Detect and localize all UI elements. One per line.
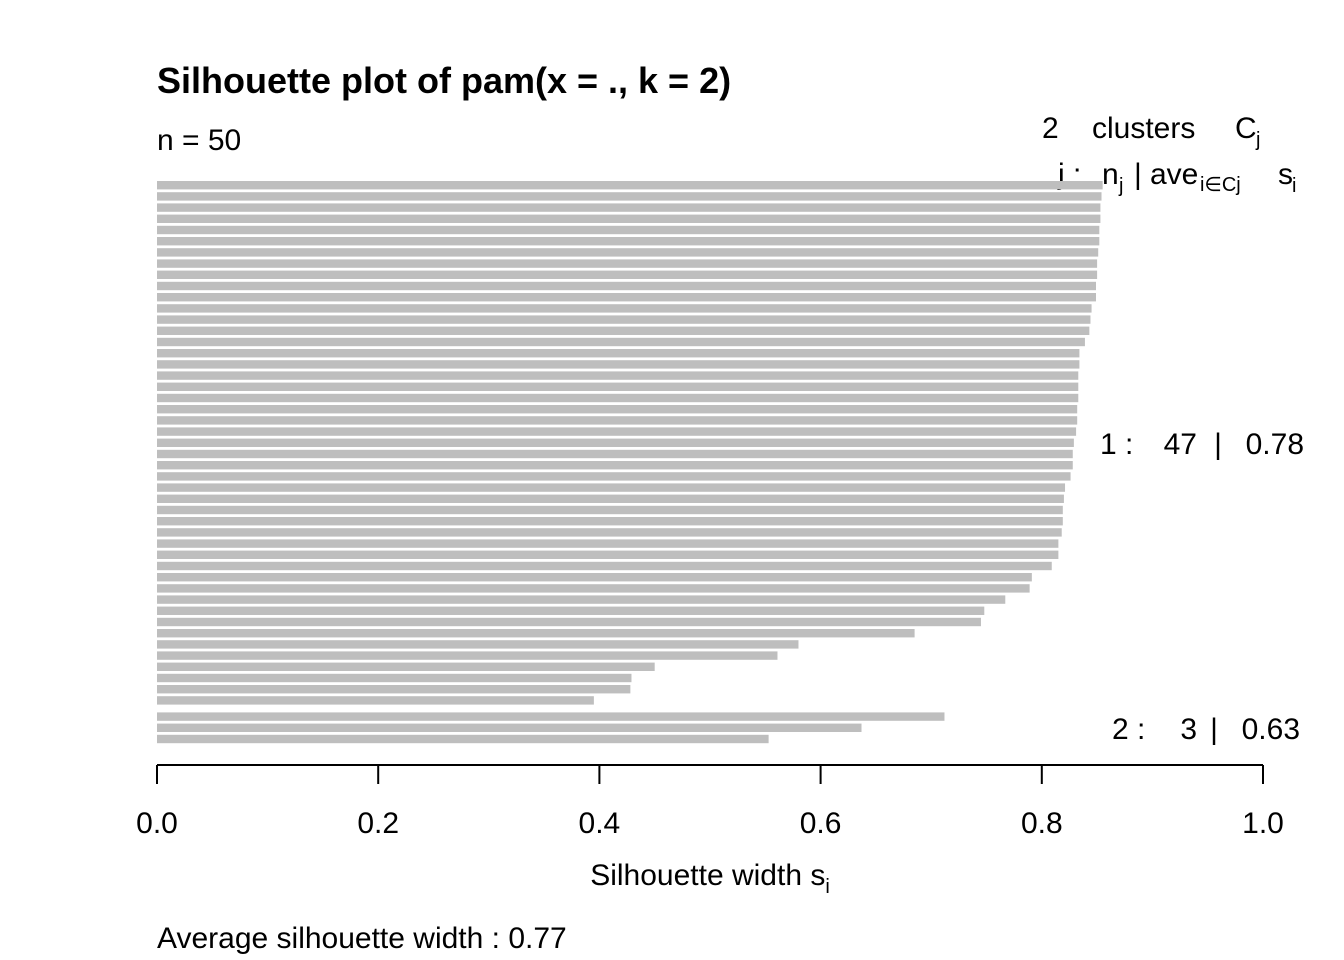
legend-cluster-count: 2: [1042, 112, 1059, 145]
x-tick-label: 0.8: [1021, 807, 1063, 840]
legend-s-subscript: i: [1292, 175, 1296, 197]
silhouette-bar: [157, 337, 1085, 347]
average-silhouette-footer: Average silhouette width : 0.77: [157, 922, 567, 955]
silhouette-bar: [157, 696, 594, 705]
silhouette-bar: [157, 505, 1063, 515]
silhouette-bar: [157, 405, 1078, 414]
silhouette-bar: [157, 550, 1059, 559]
legend-c-letter: C: [1235, 112, 1257, 145]
silhouette-bar: [157, 438, 1074, 447]
silhouette-bar: [157, 472, 1071, 481]
legend-clusters-word: clusters: [1092, 112, 1195, 145]
n-label: n = 50: [157, 124, 241, 157]
silhouette-bar: [157, 293, 1096, 302]
silhouette-bar: [157, 461, 1073, 470]
x-axis-ticks: 0.0 0.2 0.4 0.6 0.8 1.0: [136, 765, 1284, 840]
silhouette-bar: [157, 483, 1066, 492]
legend-ave-subscript: i∈Cj: [1200, 174, 1241, 196]
x-tick-label: 0.4: [579, 807, 621, 840]
silhouette-bar: [157, 181, 1103, 190]
cluster-label-average: 0.63: [1242, 713, 1300, 746]
silhouette-bar: [157, 606, 985, 615]
silhouette-bar: [157, 371, 1079, 380]
silhouette-bar: [157, 259, 1098, 268]
silhouette-bar: [157, 214, 1101, 223]
silhouette-bar: [157, 416, 1078, 425]
cluster-label-separator: |: [1210, 713, 1218, 746]
silhouette-bar: [157, 539, 1059, 548]
silhouette-bar: [157, 203, 1101, 212]
legend-n-subscript: j: [1118, 175, 1123, 197]
x-tick-label: 0.0: [136, 807, 178, 840]
silhouette-bar: [157, 723, 862, 732]
silhouette-bar: [157, 595, 1006, 604]
x-axis-label: Silhouette width si: [590, 859, 830, 898]
x-tick-label: 0.2: [357, 807, 399, 840]
silhouette-bar: [157, 326, 1090, 335]
silhouette-bar: [157, 561, 1052, 571]
silhouette-bar: [157, 225, 1100, 235]
silhouette-bar: [157, 382, 1079, 391]
silhouette-bar: [157, 248, 1099, 257]
x-tick-label: 0.6: [800, 807, 842, 840]
silhouette-bar: [157, 651, 778, 660]
silhouette-bar: [157, 304, 1092, 313]
silhouette-bar: [157, 528, 1062, 537]
chart-title: Silhouette plot of pam(x = ., k = 2): [157, 60, 731, 101]
silhouette-bar: [157, 315, 1091, 324]
silhouette-bar: [157, 573, 1032, 582]
cluster-label-id: 1 :: [1100, 428, 1133, 461]
silhouette-bar: [157, 734, 769, 744]
silhouette-bar: [157, 349, 1080, 358]
cluster-label-separator: |: [1214, 428, 1222, 461]
silhouette-bar: [157, 640, 799, 649]
legend-n-letter: n: [1102, 158, 1119, 191]
silhouette-bar: [157, 393, 1079, 403]
bar-group: [157, 181, 1103, 744]
legend-separator: |: [1134, 158, 1142, 191]
silhouette-bar: [157, 617, 981, 627]
x-axis-label-subscript: i: [825, 876, 829, 898]
silhouette-bar: [157, 192, 1102, 201]
cluster-label-id: 2 :: [1112, 713, 1145, 746]
silhouette-bar: [157, 673, 632, 683]
cluster-label-average: 0.78: [1246, 428, 1304, 461]
silhouette-bar: [157, 427, 1077, 436]
x-tick-label: 1.0: [1242, 807, 1284, 840]
silhouette-bar: [157, 712, 945, 721]
silhouette-bar: [157, 494, 1064, 503]
silhouette-bar: [157, 281, 1096, 291]
silhouette-bar: [157, 360, 1080, 369]
silhouette-bar: [157, 237, 1100, 246]
silhouette-bar: [157, 685, 631, 694]
silhouette-bar: [157, 517, 1063, 526]
legend-ave-word: ave: [1150, 158, 1198, 191]
silhouette-bar: [157, 629, 915, 638]
cluster-label-group: 1 : 47 | 0.78 2 : 3 | 0.63: [1100, 428, 1304, 746]
silhouette-bar: [157, 662, 655, 671]
legend-c-subscript: j: [1255, 129, 1260, 151]
cluster-label-size: 3: [1180, 713, 1197, 746]
legend-s-letter: s: [1278, 158, 1293, 191]
cluster-label-size: 47: [1164, 428, 1197, 461]
silhouette-bar: [157, 449, 1073, 459]
silhouette-bar: [157, 584, 1030, 593]
silhouette-bar: [157, 270, 1098, 279]
